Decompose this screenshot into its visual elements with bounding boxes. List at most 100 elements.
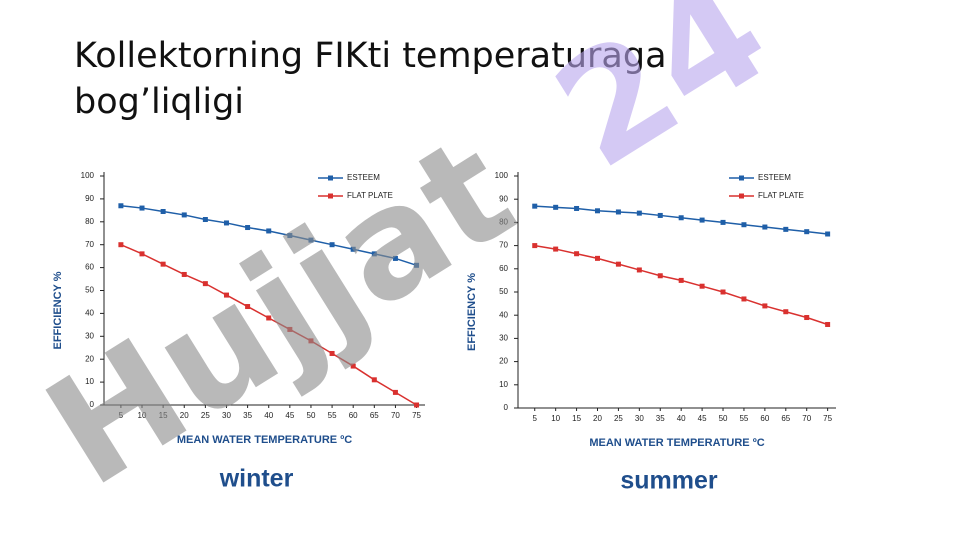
point [371, 377, 377, 383]
y-tick-label: 40 [499, 310, 508, 319]
y-tick-label: 100 [81, 171, 95, 180]
watermark-text: Hujjat [19, 103, 542, 520]
legend-label: ESTEEM [347, 173, 380, 182]
point [615, 261, 621, 267]
x-tick-label: 10 [551, 414, 560, 423]
point [804, 315, 810, 321]
point [308, 338, 314, 344]
x-tick-label: 15 [159, 411, 168, 420]
x-tick-label: 50 [307, 411, 316, 420]
point [329, 350, 335, 356]
point [160, 208, 166, 214]
point [245, 304, 251, 310]
point [595, 255, 600, 261]
point [657, 273, 663, 279]
legend-marker [739, 193, 744, 199]
point [371, 251, 377, 257]
x-axis-label: MEAN WATER TEMPERATURE ºC [589, 437, 764, 449]
point [762, 303, 768, 309]
point [118, 242, 124, 248]
legend-marker [739, 175, 744, 181]
point [720, 219, 726, 225]
point [825, 321, 831, 327]
point [202, 281, 208, 287]
point [741, 222, 747, 228]
x-tick-label: 30 [222, 411, 231, 420]
point [287, 326, 293, 332]
y-tick-label: 50 [85, 286, 94, 295]
x-tick-label: 15 [572, 414, 581, 423]
x-tick-label: 20 [180, 411, 189, 420]
point [532, 203, 538, 209]
legend-marker [328, 175, 333, 181]
y-tick-label: 60 [85, 263, 94, 272]
legend-label: FLAT PLATE [758, 191, 804, 200]
x-tick-label: 30 [635, 414, 644, 423]
x-tick-label: 5 [533, 414, 538, 423]
x-tick-label: 10 [138, 411, 147, 420]
x-tick-label: 40 [677, 414, 686, 423]
x-tick-label: 55 [328, 411, 337, 420]
x-tick-label: 60 [349, 411, 358, 420]
point [741, 296, 747, 302]
point [266, 315, 272, 321]
x-tick-label: 40 [264, 411, 273, 420]
y-tick-label: 90 [85, 194, 94, 203]
y-tick-label: 30 [499, 334, 508, 343]
slide-title: bog’liqligi [74, 82, 244, 122]
point [553, 204, 559, 210]
x-tick-label: 20 [593, 414, 602, 423]
y-tick-label: 60 [499, 264, 508, 273]
point [804, 229, 810, 235]
y-tick-label: 10 [85, 377, 94, 386]
chart-caption: summer [620, 467, 718, 495]
x-tick-label: 70 [802, 414, 811, 423]
x-tick-label: 5 [119, 411, 124, 420]
y-tick-label: 50 [499, 287, 508, 296]
x-tick-label: 50 [719, 414, 728, 423]
y-tick-label: 90 [499, 194, 508, 203]
x-tick-label: 45 [285, 411, 294, 420]
y-tick-label: 70 [499, 241, 508, 250]
point [181, 271, 187, 277]
x-axis-label: MEAN WATER TEMPERATURE ºC [177, 434, 352, 446]
x-tick-label: 25 [201, 411, 210, 420]
point [783, 309, 789, 315]
point [118, 203, 124, 209]
point [414, 262, 420, 268]
point [699, 283, 705, 289]
x-tick-label: 35 [243, 411, 252, 420]
point [350, 363, 356, 369]
point [783, 226, 789, 232]
point [595, 208, 600, 214]
x-tick-label: 75 [412, 411, 421, 420]
point [329, 242, 335, 248]
y-tick-label: 70 [85, 240, 94, 249]
y-tick-label: 80 [85, 217, 94, 226]
point [266, 228, 272, 234]
x-tick-label: 35 [656, 414, 665, 423]
point [720, 289, 726, 295]
y-tick-label: 0 [90, 400, 95, 409]
point [139, 251, 145, 257]
slide-title: Kollektorning FIKti temperaturaga [74, 36, 667, 76]
x-tick-label: 75 [823, 414, 832, 423]
point [245, 225, 251, 231]
x-tick-label: 45 [698, 414, 707, 423]
point [181, 212, 187, 218]
y-tick-label: 20 [85, 354, 94, 363]
legend-label: ESTEEM [758, 173, 791, 182]
point [825, 231, 831, 237]
y-tick-label: 0 [504, 403, 509, 412]
x-tick-label: 65 [781, 414, 790, 423]
x-tick-label: 65 [370, 411, 379, 420]
y-axis-label: EFFICIENCY % [52, 271, 64, 349]
point [223, 292, 229, 298]
point [699, 217, 705, 223]
point [678, 215, 684, 221]
point [392, 389, 398, 395]
point [678, 277, 684, 283]
point [636, 267, 642, 273]
